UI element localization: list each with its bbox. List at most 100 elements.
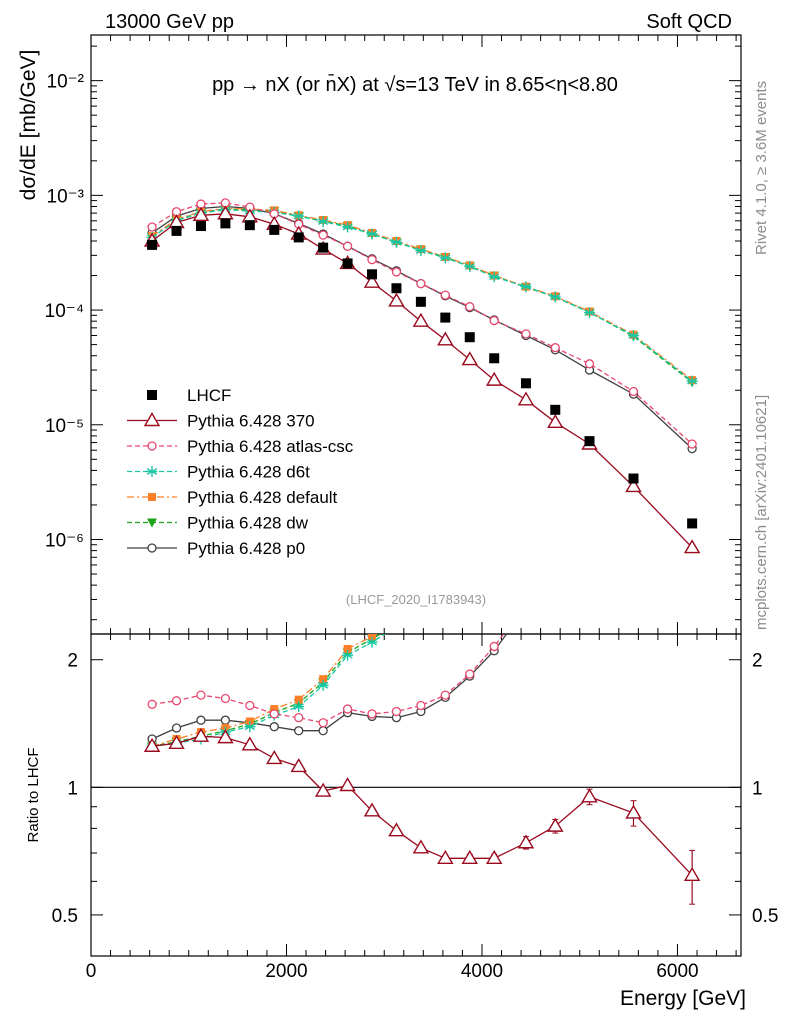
y-tick-label: 10⁻³ [47, 186, 85, 207]
main-series [143, 198, 701, 554]
data-point [628, 473, 639, 484]
series-point [342, 221, 354, 233]
series-point [416, 278, 426, 289]
data-point [391, 283, 402, 294]
ratio-point [290, 758, 307, 773]
data-point [342, 258, 353, 269]
ratio-line [152, 634, 386, 747]
ratio-tick-label-right: 1 [752, 778, 763, 799]
ratio-point [412, 839, 430, 854]
ratio-point [143, 737, 161, 752]
legend-label: LHCF [187, 386, 231, 405]
ratio-point [339, 777, 356, 792]
ratio-point [196, 690, 206, 700]
ratio-axis-label: Ratio to LHCF [25, 747, 42, 842]
data-point [171, 225, 182, 236]
series-point [627, 330, 639, 342]
ratio-tick-label: 2 [67, 651, 78, 672]
ratio-point [464, 527, 475, 538]
ratio-point [550, 377, 561, 388]
series-point [366, 228, 378, 240]
ratio-line [151, 634, 378, 747]
x-tick-label: 6000 [656, 961, 698, 982]
data-point [367, 269, 378, 280]
y-tick-label: 10⁻⁶ [45, 530, 84, 551]
ratio-point [625, 804, 642, 819]
ratio-point [171, 696, 182, 706]
series-point [583, 307, 595, 319]
ratio-point [522, 433, 530, 441]
ratio-tick-label: 0.5 [52, 906, 78, 927]
ratio-point [269, 709, 279, 719]
rivet-label: Rivet 4.1.0, ≥ 3.6M events [753, 81, 770, 255]
ratio-point [520, 437, 531, 448]
ratio-point [522, 604, 530, 612]
chart-title: pp → nX (or n̄X) at √s=13 TeV in 8.65<η<… [212, 73, 618, 96]
ratio-series [143, 256, 701, 905]
legend-label: Pythia 6.428 atlas-csc [187, 437, 354, 456]
ratio-tick-label-right: 0.5 [752, 906, 778, 927]
ratio-point [683, 866, 701, 882]
y-tick-label: 10⁻² [47, 72, 85, 93]
ratio-point [293, 701, 305, 713]
ratio-point [363, 802, 381, 817]
ratio-point [294, 726, 304, 736]
header-right: Soft QCD [646, 11, 732, 33]
ratio-point [490, 483, 498, 491]
legend-marker [147, 441, 157, 451]
ratio-point [551, 558, 559, 566]
legend-label: Pythia 6.428 d6t [187, 463, 310, 482]
ratio-point [342, 704, 353, 714]
series-line [151, 209, 693, 382]
series-point [517, 391, 535, 406]
legend-marker [148, 493, 156, 501]
series-point [520, 281, 532, 293]
ratio-point [244, 721, 256, 733]
ratio-point [628, 260, 638, 269]
header-left: 13000 GeV pp [105, 11, 234, 33]
series-point [485, 371, 503, 386]
ratio-point [489, 485, 499, 494]
ratio-point [628, 260, 639, 271]
series-point [415, 245, 427, 257]
ratio-line [152, 735, 693, 876]
ratio-point [465, 669, 475, 679]
ratio-point [551, 373, 559, 381]
data-point [440, 312, 451, 323]
series-point [521, 329, 531, 339]
ratio-point [688, 491, 696, 499]
legend: LHCF Pythia 6.428 370 Pythia 6.428 atlas-c… [127, 386, 354, 558]
series-point [439, 252, 451, 264]
legend-marker [147, 390, 157, 400]
ratio-point [192, 727, 210, 742]
ratio-point [270, 705, 279, 714]
x-tick-label: 4000 [461, 961, 503, 982]
ratio-point [314, 782, 332, 797]
series-point [318, 230, 328, 240]
series-point [549, 291, 561, 303]
series-point [363, 273, 381, 288]
ratio-point [629, 256, 637, 264]
ratio-point [466, 524, 474, 532]
legend-marker [143, 412, 161, 427]
ratio-point [547, 817, 564, 832]
ratio-point [585, 515, 593, 523]
series-point [628, 386, 639, 397]
ratio-point [217, 729, 234, 744]
series-point [489, 315, 499, 326]
ratio-point [688, 506, 696, 514]
series-point [390, 236, 402, 248]
series-point [687, 439, 697, 449]
series-point [464, 260, 476, 272]
data-point [550, 404, 561, 415]
series-point [686, 375, 698, 387]
ratio-point [465, 526, 475, 535]
series-line [151, 207, 693, 381]
ratio-line [152, 634, 505, 724]
ratio-point [522, 600, 530, 608]
ratio-point [585, 498, 593, 506]
data-point [269, 224, 280, 235]
data-point [415, 296, 426, 307]
ratio-point [416, 700, 426, 711]
data-point [520, 378, 531, 389]
